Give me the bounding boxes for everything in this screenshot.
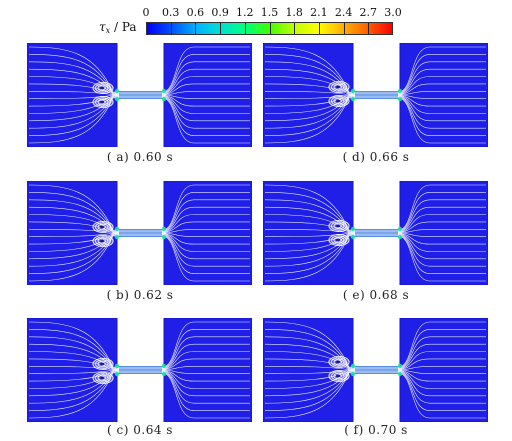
colorbar-tick-label: 2.7 [359, 6, 378, 19]
flow-panel [263, 318, 488, 422]
shear-stress-field [263, 43, 488, 147]
shear-stress-field [263, 318, 488, 422]
panel-caption: ( e) 0.68 s [342, 288, 410, 302]
streamlines-left [264, 184, 355, 282]
stress-hotspots [350, 363, 403, 377]
colorbar-tick-label: 0.6 [186, 6, 205, 19]
panel-caption: ( f) 0.70 s [344, 423, 408, 437]
right-chamber [399, 318, 488, 422]
panel-caption: ( a) 0.60 s [106, 150, 174, 164]
flow-panel [263, 43, 488, 147]
colorbar-tick-mark [244, 23, 246, 34]
right-chamber [163, 181, 252, 285]
streamlines-right [397, 321, 486, 419]
stress-hotspots [350, 88, 403, 102]
colorbar-tick-label: 3.0 [384, 6, 402, 19]
colorbar-tick-label: 2.1 [310, 6, 328, 19]
colorbar-unit: / Pa [110, 20, 137, 34]
colorbar-tick-labels: 0 0.3 0.6 0.9 1.2 1.5 1.8 2.1 2.4 2.7 3.0 [0, 6, 512, 20]
left-chamber [263, 181, 354, 285]
colorbar-tick-mark [318, 23, 320, 34]
colorbar-tick-mark [195, 23, 197, 34]
shear-stress-field [27, 43, 252, 147]
panel-caption: ( b) 0.62 s [106, 288, 174, 302]
shear-stress-field [27, 181, 252, 285]
colorbar-tick-label: 2.4 [334, 6, 353, 19]
left-chamber [27, 43, 118, 147]
flow-panel [263, 181, 488, 285]
shear-stress-field [263, 181, 488, 285]
vortex-pair [328, 81, 350, 108]
colorbar-symbol: τ [99, 20, 106, 34]
vortex-pair [92, 221, 114, 248]
streamlines-right [161, 321, 250, 419]
flow-panel [27, 43, 252, 147]
colorbar-title: τx / Pa [99, 20, 141, 36]
stress-hotspots [350, 226, 403, 240]
streamlines-right [161, 46, 250, 144]
colorbar-tick-mark [294, 23, 296, 34]
streamlines-right [397, 184, 486, 282]
vortex-pair [92, 82, 114, 109]
colorbar-tick-mark [368, 23, 370, 34]
streamlines-right [397, 46, 486, 144]
colorbar-tick-mark [220, 23, 222, 34]
left-chamber [27, 318, 118, 422]
stress-hotspots [114, 363, 167, 377]
vortex-pair [328, 356, 350, 383]
right-chamber [399, 181, 488, 285]
colorbar-tick-label: 0.3 [161, 6, 180, 19]
right-chamber [163, 318, 252, 422]
right-chamber [163, 43, 252, 147]
colorbar-tick-mark [170, 23, 172, 34]
streamlines-left [264, 321, 355, 419]
colorbar-subscript: x [105, 26, 111, 35]
vortex-pair [328, 220, 350, 247]
vortex-pair [92, 358, 114, 385]
stress-hotspots [114, 88, 167, 102]
right-chamber [399, 43, 488, 147]
colorbar-tick-label: 0 [142, 6, 150, 19]
colorbar-tick-label: 1.8 [285, 6, 303, 19]
streamlines-right [161, 184, 250, 282]
flow-panel [27, 318, 252, 422]
panel-caption: ( d) 0.66 s [342, 150, 410, 164]
shear-stress-field [27, 318, 252, 422]
colorbar-tick-label: 1.2 [236, 6, 254, 19]
colorbar-tick-mark [269, 23, 271, 34]
colorbar [146, 22, 393, 35]
colorbar-tick-label: 1.5 [260, 6, 279, 19]
streamlines-left [28, 321, 119, 419]
panel-caption: ( c) 0.64 s [107, 423, 173, 437]
flow-panel [27, 181, 252, 285]
colorbar-tick-label: 0.9 [211, 6, 229, 19]
colorbar-tick-mark [343, 23, 345, 34]
stress-hotspots [114, 226, 167, 240]
streamlines-left [28, 46, 119, 144]
